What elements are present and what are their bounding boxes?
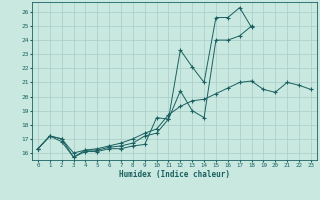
X-axis label: Humidex (Indice chaleur): Humidex (Indice chaleur) <box>119 170 230 179</box>
